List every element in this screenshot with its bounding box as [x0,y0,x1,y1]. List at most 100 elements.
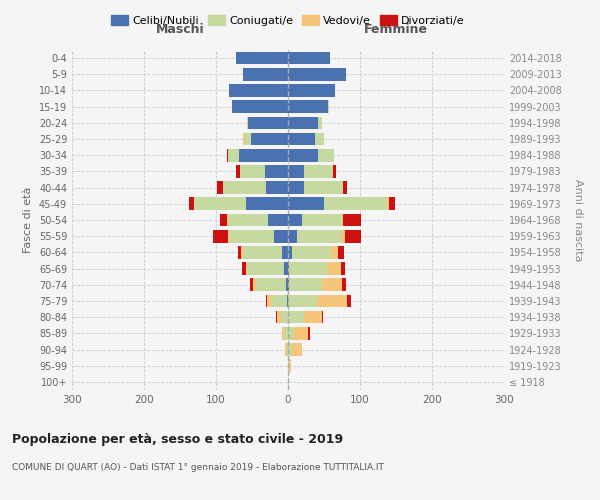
Bar [248,116,288,129]
Bar [388,198,389,210]
Bar [242,246,282,258]
Bar [228,149,239,162]
Bar [289,262,327,275]
Bar [241,246,242,258]
Bar [227,230,229,242]
Bar [251,132,288,145]
Bar [288,278,289,291]
Bar [289,278,322,291]
Bar [242,262,245,275]
Bar [288,294,317,308]
Bar [287,294,288,308]
Bar [288,360,289,372]
Bar [288,311,304,324]
Bar [284,262,288,275]
Bar [342,278,346,291]
Bar [250,278,253,291]
Bar [271,294,287,308]
Bar [274,230,288,242]
Bar [223,182,266,194]
Bar [247,116,248,129]
Bar [288,165,304,177]
Bar [338,246,344,258]
Bar [281,327,284,340]
Bar [245,132,251,145]
Bar [288,132,316,145]
Bar [266,294,267,308]
Bar [288,52,330,64]
Bar [246,198,288,210]
Bar [288,343,292,356]
Bar [282,246,288,258]
Bar [322,278,342,291]
Bar [302,214,342,226]
Bar [288,198,324,210]
Legend: Celibi/Nubili, Coniugati/e, Vedovi/e, Divorziati/e: Celibi/Nubili, Coniugati/e, Vedovi/e, Di… [107,10,469,30]
Bar [288,182,304,194]
Bar [292,343,302,356]
Bar [285,343,287,356]
Bar [284,327,288,340]
Bar [332,165,336,177]
Bar [239,149,288,162]
Bar [318,116,322,129]
Bar [288,116,318,129]
Bar [318,149,334,162]
Bar [316,132,324,145]
Bar [347,294,350,308]
Bar [331,246,338,258]
Y-axis label: Fasce di età: Fasce di età [23,187,33,253]
Bar [267,294,271,308]
Bar [341,230,345,242]
Bar [268,214,288,226]
Bar [288,327,294,340]
Bar [227,214,228,226]
Bar [286,278,288,291]
Bar [317,294,347,308]
Bar [343,214,361,226]
Bar [229,84,288,97]
Text: Maschi: Maschi [155,24,205,36]
Bar [265,165,288,177]
Bar [238,246,241,258]
Y-axis label: Anni di nascita: Anni di nascita [573,179,583,261]
Bar [288,214,302,226]
Bar [229,230,274,242]
Bar [288,149,318,162]
Bar [288,230,296,242]
Bar [236,165,240,177]
Bar [266,182,288,194]
Bar [194,198,246,210]
Bar [322,311,323,324]
Bar [304,311,322,324]
Bar [256,278,286,291]
Bar [304,182,343,194]
Bar [253,278,256,291]
Bar [288,84,335,97]
Bar [188,198,194,210]
Bar [289,360,291,372]
Bar [304,165,332,177]
Bar [227,149,228,162]
Bar [232,100,288,113]
Bar [244,68,288,80]
Bar [324,198,388,210]
Bar [288,68,346,80]
Bar [228,214,268,226]
Bar [244,132,245,145]
Bar [341,262,345,275]
Bar [294,327,308,340]
Bar [389,198,395,210]
Bar [247,262,284,275]
Bar [292,246,331,258]
Bar [277,311,281,324]
Bar [288,246,292,258]
Bar [327,262,341,275]
Bar [308,327,310,340]
Bar [240,165,265,177]
Bar [328,100,329,113]
Bar [213,230,227,242]
Bar [245,262,247,275]
Bar [281,311,288,324]
Bar [343,182,347,194]
